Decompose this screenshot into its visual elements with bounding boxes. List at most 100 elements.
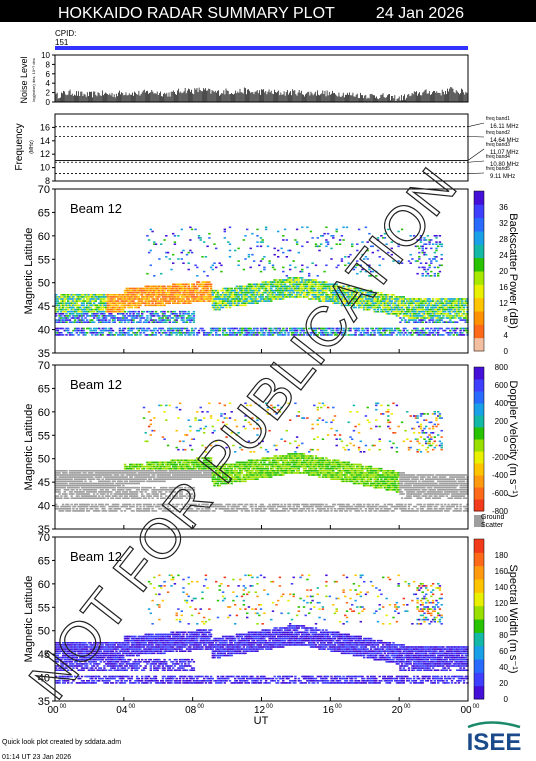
heatmap-cell (70, 482, 73, 485)
heatmap-cell (311, 285, 314, 288)
heatmap-cell (278, 287, 282, 290)
heatmap-cell (299, 332, 302, 334)
heatmap-cell (411, 304, 414, 307)
heatmap-cell (418, 306, 421, 309)
heatmap-cell (416, 304, 419, 307)
heatmap-cell (80, 486, 84, 489)
heatmap-cell (223, 327, 226, 330)
heatmap-cell (352, 268, 356, 271)
heatmap-cell (61, 308, 65, 311)
heatmap-cell (211, 300, 214, 302)
heatmap-cell (363, 289, 366, 292)
heatmap-cell (406, 315, 409, 317)
heatmap-cell (94, 308, 97, 311)
heatmap-cell (338, 296, 342, 298)
heatmap-cell (70, 486, 73, 489)
heatmap-cell (125, 478, 128, 480)
heatmap-cell (402, 329, 405, 332)
heatmap-cell (390, 308, 393, 311)
heatmap-cell (178, 298, 182, 300)
heatmap-cell (99, 308, 103, 311)
heatmap-cell (309, 287, 313, 290)
heatmap-cell (443, 329, 447, 332)
heatmap-cell (72, 480, 75, 483)
heatmap-cell (208, 289, 211, 292)
heatmap-cell (103, 317, 106, 319)
heatmap-cell (251, 300, 254, 302)
heatmap-cell (67, 306, 70, 309)
heatmap-cell (63, 329, 66, 332)
heatmap-cell (321, 329, 325, 332)
heatmap-cell (330, 294, 333, 296)
heatmap-cell (58, 489, 61, 491)
heatmap-cell (103, 486, 106, 489)
heatmap-cell (120, 317, 123, 319)
heatmap-cell (397, 315, 400, 317)
heatmap-cell (295, 289, 299, 292)
heatmap-cell (452, 334, 455, 336)
heatmap-cell (314, 245, 318, 248)
heatmap-cell (177, 302, 180, 304)
heatmap-cell (84, 484, 87, 487)
heatmap-cell (113, 480, 116, 483)
heatmap-cell (175, 291, 178, 294)
frequency-legend-name: freq band4 (486, 154, 510, 160)
heatmap-cell (461, 304, 464, 307)
heatmap-cell (123, 319, 127, 321)
heatmap-cell (60, 315, 63, 317)
heatmap-cell (442, 321, 445, 323)
heatmap-cell (123, 482, 127, 485)
heatmap-cell (63, 476, 66, 478)
heatmap-cell (287, 279, 290, 281)
heatmap-cell (270, 296, 273, 298)
heatmap-cell (318, 285, 321, 288)
heatmap-cell (142, 287, 146, 290)
heatmap-cell (380, 300, 383, 302)
heatmap-cell (282, 285, 285, 288)
heatmap-cell (106, 472, 109, 474)
heatmap-cell (309, 298, 313, 300)
heatmap-cell (270, 329, 273, 332)
heatmap-cell (82, 472, 85, 474)
heatmap-cell (246, 327, 249, 330)
heatmap-cell (111, 329, 115, 332)
heatmap-cell (211, 306, 214, 309)
heatmap-cell (356, 249, 359, 252)
heatmap-cell (118, 486, 122, 489)
heatmap-cell (104, 329, 108, 332)
heatmap-cell (122, 298, 125, 300)
heatmap-cell (302, 327, 306, 330)
heatmap-cell (91, 482, 94, 485)
heatmap-cell (113, 300, 116, 302)
heatmap-cell (99, 493, 103, 495)
heatmap-cell (115, 478, 118, 480)
heatmap-cell (184, 332, 187, 334)
heatmap-cell (199, 327, 202, 330)
heatmap-cell (438, 270, 442, 273)
heatmap-cell (271, 264, 275, 267)
heatmap-cell (421, 315, 424, 317)
heatmap-cell (187, 251, 190, 254)
heatmap-cell (246, 334, 249, 336)
heatmap-cell (161, 294, 165, 296)
heatmap-cell (295, 243, 299, 245)
heatmap-cell (99, 300, 103, 302)
heatmap-cell (79, 484, 82, 487)
heatmap-cell (67, 478, 70, 480)
heatmap-cell (130, 289, 134, 292)
heatmap-cell (273, 285, 276, 288)
heatmap-cell (328, 294, 331, 296)
heatmap-cell (450, 332, 454, 334)
heatmap-cell (277, 327, 280, 330)
heatmap-cell (433, 315, 436, 317)
heatmap-cell (110, 508, 113, 510)
heatmap-cell (376, 298, 380, 300)
heatmap-cell (147, 302, 151, 304)
heatmap-cell (295, 228, 299, 231)
heatmap-cell (425, 243, 428, 245)
heatmap-cell (227, 334, 230, 336)
heatmap-cell (390, 332, 393, 334)
heatmap-cell (92, 294, 96, 296)
heatmap-cell (423, 310, 426, 313)
heatmap-cell (163, 313, 166, 315)
